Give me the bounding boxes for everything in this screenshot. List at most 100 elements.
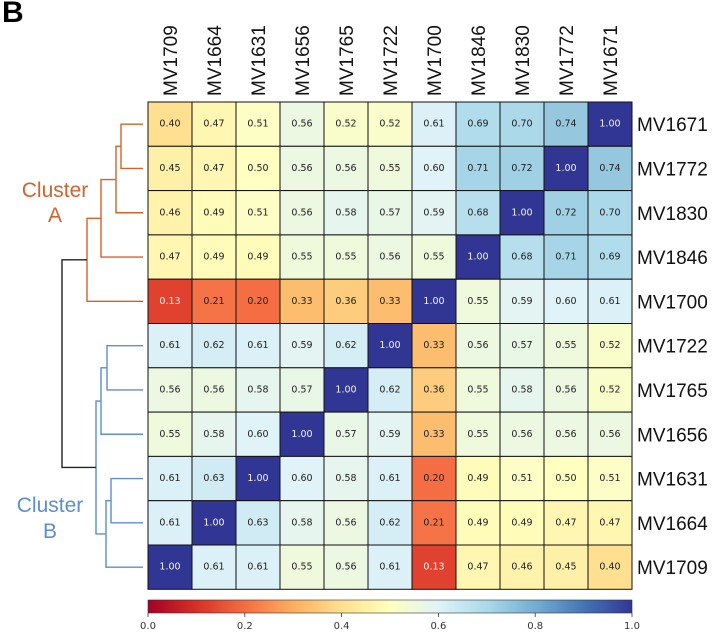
heatmap-cell bbox=[411, 544, 457, 590]
column-label: MV1656 bbox=[293, 25, 314, 96]
cell-value-label: 0.58 bbox=[203, 429, 224, 440]
cell-value-label: 0.56 bbox=[203, 384, 224, 395]
heatmap-cell bbox=[499, 500, 545, 546]
cell-value-label: 0.56 bbox=[555, 429, 576, 440]
cell-value-label: 0.50 bbox=[555, 473, 576, 484]
cell-value-label: 0.52 bbox=[335, 119, 356, 130]
cell-value-label: 0.50 bbox=[247, 163, 268, 174]
heatmap-cell bbox=[191, 101, 237, 147]
cell-value-label: 0.74 bbox=[555, 119, 576, 130]
column-labels: MV1709 MV1664 MV1631 MV1656 MV1765 MV1722 MV17… bbox=[161, 25, 622, 96]
heatmap-cell bbox=[455, 190, 501, 236]
heatmap-cell bbox=[147, 323, 193, 369]
cell-value-label: 0.58 bbox=[335, 207, 356, 218]
cell-value-label: 0.40 bbox=[159, 119, 180, 130]
cell-value-label: 0.36 bbox=[423, 384, 444, 395]
cell-value-label: 0.61 bbox=[247, 562, 268, 573]
cell-value-label: 0.45 bbox=[555, 562, 576, 573]
cell-value-label: 0.47 bbox=[159, 252, 180, 263]
cell-value-label: 0.33 bbox=[291, 296, 312, 307]
heatmap-cell bbox=[543, 500, 589, 546]
cell-value-label: 0.33 bbox=[423, 340, 444, 351]
cluster-b-label-line2: B bbox=[43, 520, 57, 543]
cell-value-label: 0.59 bbox=[511, 296, 532, 307]
cell-value-label: 0.71 bbox=[555, 252, 576, 263]
heatmap-cell bbox=[279, 234, 325, 280]
cell-value-label: 1.00 bbox=[159, 562, 180, 573]
column-label: MV1846 bbox=[469, 25, 490, 96]
cell-value-label: 0.61 bbox=[159, 517, 180, 528]
cell-value-label: 0.68 bbox=[467, 207, 488, 218]
heatmap-cell bbox=[147, 500, 193, 546]
heatmap-cell bbox=[587, 234, 633, 280]
row-label: MV1722 bbox=[637, 337, 708, 358]
cell-value-label: 0.55 bbox=[159, 429, 180, 440]
heatmap-cell bbox=[367, 544, 413, 590]
heatmap-cell bbox=[279, 278, 325, 325]
dendrogram-branch bbox=[120, 123, 143, 170]
dendrogram-branch bbox=[86, 217, 143, 303]
cell-value-label: 0.49 bbox=[467, 517, 488, 528]
heatmap-cell bbox=[543, 455, 589, 502]
row-label: MV1846 bbox=[637, 248, 708, 269]
cell-value-label: 0.20 bbox=[247, 296, 268, 307]
cell-value-label: 0.56 bbox=[379, 252, 400, 263]
column-label: MV1700 bbox=[425, 25, 446, 96]
cell-value-label: 0.61 bbox=[247, 340, 268, 351]
cell-value-label: 0.59 bbox=[291, 340, 312, 351]
heatmap-cell bbox=[455, 278, 501, 325]
heatmap-cell bbox=[587, 544, 633, 590]
heatmap-cell bbox=[499, 367, 545, 413]
cell-value-label: 0.55 bbox=[555, 340, 576, 351]
row-label: MV1656 bbox=[637, 425, 708, 446]
cell-value-label: 0.49 bbox=[511, 517, 532, 528]
cell-value-label: 0.70 bbox=[599, 207, 620, 218]
heatmap-cell bbox=[499, 323, 545, 369]
heatmap-cell bbox=[367, 190, 413, 236]
cell-value-label: 1.00 bbox=[467, 252, 488, 263]
heatmap-cell bbox=[587, 411, 633, 457]
cell-value-label: 0.56 bbox=[599, 429, 620, 440]
heatmap-cell bbox=[235, 145, 281, 192]
cell-value-label: 0.52 bbox=[599, 340, 620, 351]
dendrogram-branch bbox=[61, 259, 96, 469]
heatmap-cell bbox=[191, 544, 237, 590]
row-label: MV1664 bbox=[637, 514, 708, 535]
cell-value-label: 0.56 bbox=[335, 163, 356, 174]
dendrogram-branch bbox=[100, 178, 143, 258]
colorbar-tick-label: 0.2 bbox=[237, 621, 253, 632]
heatmap-cell bbox=[587, 278, 633, 325]
heatmap-cell bbox=[147, 455, 193, 502]
dendrogram-branch bbox=[110, 477, 143, 524]
heatmap-cell bbox=[323, 101, 369, 147]
row-label: MV1671 bbox=[637, 115, 708, 136]
heatmap-cell bbox=[411, 145, 457, 192]
heatmap-cell bbox=[279, 500, 325, 546]
cell-value-label: 0.56 bbox=[335, 562, 356, 573]
heatmap-cell bbox=[367, 234, 413, 280]
heatmap-cell bbox=[499, 101, 545, 147]
cell-value-label: 0.61 bbox=[159, 473, 180, 484]
cell-value-label: 0.55 bbox=[379, 163, 400, 174]
row-label: MV1765 bbox=[637, 381, 708, 402]
heatmap-cell bbox=[191, 411, 237, 457]
colorbar-tick-label: 0.6 bbox=[430, 621, 446, 632]
heatmap-cells: 0.40 0.47 0.51 0.56 0.52 0.52 0.61 0.69 0.70 0.74… bbox=[147, 101, 633, 590]
cell-value-label: 0.63 bbox=[203, 473, 224, 484]
column-label: MV1664 bbox=[205, 25, 226, 96]
cell-value-label: 0.61 bbox=[379, 562, 400, 573]
heatmap-cell bbox=[323, 544, 369, 590]
cell-value-label: 1.00 bbox=[247, 473, 268, 484]
cell-value-label: 0.56 bbox=[467, 340, 488, 351]
cell-value-label: 0.51 bbox=[247, 119, 268, 130]
heatmap-cell bbox=[543, 278, 589, 325]
cell-value-label: 1.00 bbox=[423, 296, 444, 307]
heatmap-cell bbox=[455, 323, 501, 369]
cell-value-label: 0.21 bbox=[423, 517, 444, 528]
heatmap-cell bbox=[455, 411, 501, 457]
cell-value-label: 0.60 bbox=[247, 429, 268, 440]
heatmap-cell bbox=[587, 190, 633, 236]
row-label: MV1700 bbox=[637, 292, 708, 313]
cell-value-label: 0.59 bbox=[379, 429, 400, 440]
cell-value-label: 0.57 bbox=[291, 384, 312, 395]
